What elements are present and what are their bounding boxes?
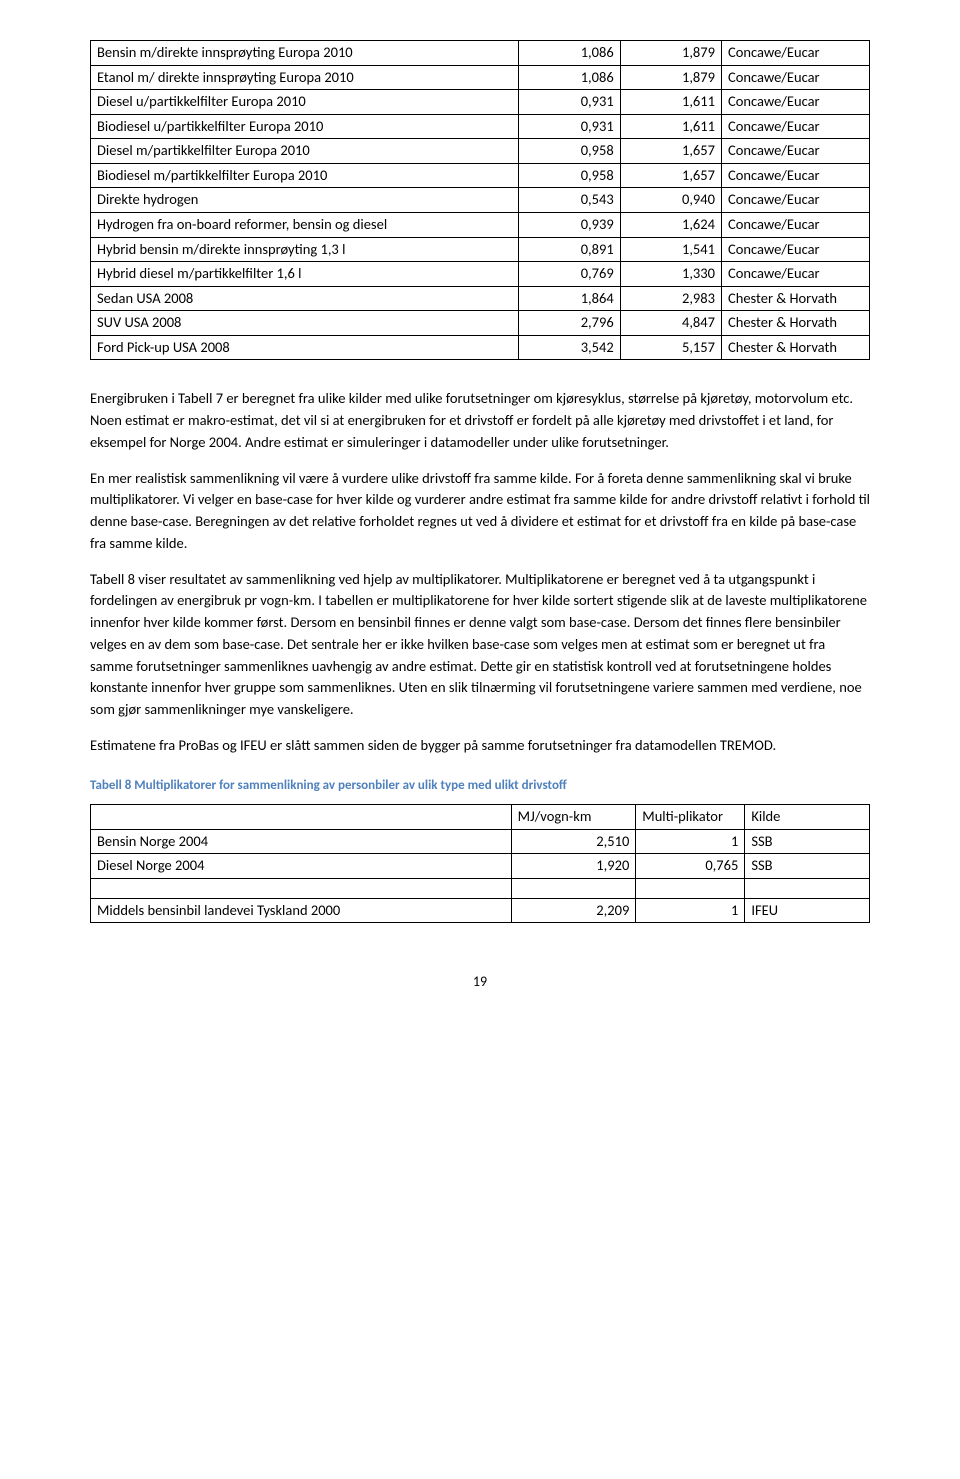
cell-src: Concawe/Eucar: [721, 41, 869, 66]
table-header-row: MJ/vogn-km Multi-plikator Kilde: [91, 805, 870, 830]
cell-v1: 0,769: [519, 262, 620, 287]
cell-desc: Bensin m/direkte innsprøyting Europa 201…: [91, 41, 519, 66]
cell-v2: 1,330: [620, 262, 721, 287]
cell-v1: 2,510: [511, 829, 636, 854]
cell-desc: Diesel u/partikkelfilter Europa 2010: [91, 90, 519, 115]
cell-src: SSB: [745, 829, 870, 854]
cell-src: Concawe/Eucar: [721, 163, 869, 188]
cell-v2: 1,657: [620, 163, 721, 188]
cell-desc: Middels bensinbil landevei Tyskland 2000: [91, 898, 512, 923]
table-row: Bensin m/direkte innsprøyting Europa 201…: [91, 41, 870, 66]
cell-v1: 0,958: [519, 163, 620, 188]
cell-v1: 3,542: [519, 335, 620, 360]
cell-v1: 0,891: [519, 237, 620, 262]
cell-v2: 1,657: [620, 139, 721, 164]
table-row: Biodiesel m/partikkelfilter Europa 20100…: [91, 163, 870, 188]
multiplikator-table: MJ/vogn-km Multi-plikator Kilde Bensin N…: [90, 804, 870, 923]
header-mj: MJ/vogn-km: [511, 805, 636, 830]
cell-desc: Bensin Norge 2004: [91, 829, 512, 854]
table-row: Hybrid diesel m/partikkelfilter 1,6 l0,7…: [91, 262, 870, 287]
cell-v2: 1,879: [620, 65, 721, 90]
cell-v2: 1,541: [620, 237, 721, 262]
cell-v1: 2,209: [511, 898, 636, 923]
header-empty: [91, 805, 512, 830]
cell-desc: Direkte hydrogen: [91, 188, 519, 213]
cell-v1: 0,939: [519, 212, 620, 237]
paragraph-4: Estimatene fra ProBas og IFEU er slått s…: [90, 735, 870, 757]
cell-src: Concawe/Eucar: [721, 65, 869, 90]
cell-v2: 0,940: [620, 188, 721, 213]
cell-desc: Hydrogen fra on-board reformer, bensin o…: [91, 212, 519, 237]
cell-v1: 1,920: [511, 854, 636, 879]
cell-src: SSB: [745, 854, 870, 879]
cell-v1: 1,086: [519, 41, 620, 66]
table-row: Middels bensinbil landevei Tyskland 2000…: [91, 898, 870, 923]
paragraph-2: En mer realistisk sammenlikning vil være…: [90, 468, 870, 555]
cell-src: Concawe/Eucar: [721, 262, 869, 287]
cell-desc: Sedan USA 2008: [91, 286, 519, 311]
page-number: 19: [90, 973, 870, 992]
table-row: Bensin Norge 2004 2,510 1 SSB: [91, 829, 870, 854]
paragraph-1: Energibruken i Tabell 7 er beregnet fra …: [90, 388, 870, 453]
cell-src: Concawe/Eucar: [721, 90, 869, 115]
cell-src: Concawe/Eucar: [721, 237, 869, 262]
vehicle-energy-table: Bensin m/direkte innsprøyting Europa 201…: [90, 40, 870, 360]
cell-desc: Ford Pick-up USA 2008: [91, 335, 519, 360]
cell-src: Concawe/Eucar: [721, 139, 869, 164]
cell-desc: Hybrid bensin m/direkte innsprøyting 1,3…: [91, 237, 519, 262]
cell-v1: 1,086: [519, 65, 620, 90]
table-row: Ford Pick-up USA 20083,5425,157Chester &…: [91, 335, 870, 360]
table-row: Sedan USA 20081,8642,983Chester & Horvat…: [91, 286, 870, 311]
cell-desc: Diesel m/partikkelfilter Europa 2010: [91, 139, 519, 164]
table-row: Diesel u/partikkelfilter Europa 20100,93…: [91, 90, 870, 115]
cell-v1: 0,931: [519, 90, 620, 115]
cell-desc: SUV USA 2008: [91, 311, 519, 336]
cell-desc: Diesel Norge 2004: [91, 854, 512, 879]
table-row: Hydrogen fra on-board reformer, bensin o…: [91, 212, 870, 237]
table-row: Direkte hydrogen0,5430,940Concawe/Eucar: [91, 188, 870, 213]
cell-src: IFEU: [745, 898, 870, 923]
cell-v2: 1,879: [620, 41, 721, 66]
cell-src: Chester & Horvath: [721, 311, 869, 336]
cell-v2: 4,847: [620, 311, 721, 336]
cell-desc: Etanol m/ direkte innsprøyting Europa 20…: [91, 65, 519, 90]
cell-v2: 1: [636, 829, 745, 854]
cell-v2: 0,765: [636, 854, 745, 879]
table-row: Diesel Norge 2004 1,920 0,765 SSB: [91, 854, 870, 879]
cell-desc: Biodiesel u/partikkelfilter Europa 2010: [91, 114, 519, 139]
cell-v1: 1,864: [519, 286, 620, 311]
cell-v1: 0,958: [519, 139, 620, 164]
table-row: Hybrid bensin m/direkte innsprøyting 1,3…: [91, 237, 870, 262]
header-multi: Multi-plikator: [636, 805, 745, 830]
cell-v2: 1,611: [620, 114, 721, 139]
table-row: Etanol m/ direkte innsprøyting Europa 20…: [91, 65, 870, 90]
table-row: Biodiesel u/partikkelfilter Europa 20100…: [91, 114, 870, 139]
table-row: Diesel m/partikkelfilter Europa 20100,95…: [91, 139, 870, 164]
cell-desc: Hybrid diesel m/partikkelfilter 1,6 l: [91, 262, 519, 287]
table-8-caption: Tabell 8 Multiplikatorer for sammenlikni…: [90, 777, 870, 795]
cell-v1: 0,543: [519, 188, 620, 213]
cell-v1: 0,931: [519, 114, 620, 139]
cell-src: Chester & Horvath: [721, 286, 869, 311]
cell-src: Concawe/Eucar: [721, 114, 869, 139]
cell-v2: 5,157: [620, 335, 721, 360]
cell-v2: 1,611: [620, 90, 721, 115]
cell-v2: 1: [636, 898, 745, 923]
cell-src: Concawe/Eucar: [721, 188, 869, 213]
table-empty-row: [91, 878, 870, 898]
cell-src: Chester & Horvath: [721, 335, 869, 360]
paragraph-3: Tabell 8 viser resultatet av sammenlikni…: [90, 569, 870, 721]
cell-desc: Biodiesel m/partikkelfilter Europa 2010: [91, 163, 519, 188]
table-row: SUV USA 20082,7964,847Chester & Horvath: [91, 311, 870, 336]
cell-v1: 2,796: [519, 311, 620, 336]
cell-v2: 1,624: [620, 212, 721, 237]
header-kilde: Kilde: [745, 805, 870, 830]
cell-v2: 2,983: [620, 286, 721, 311]
cell-src: Concawe/Eucar: [721, 212, 869, 237]
